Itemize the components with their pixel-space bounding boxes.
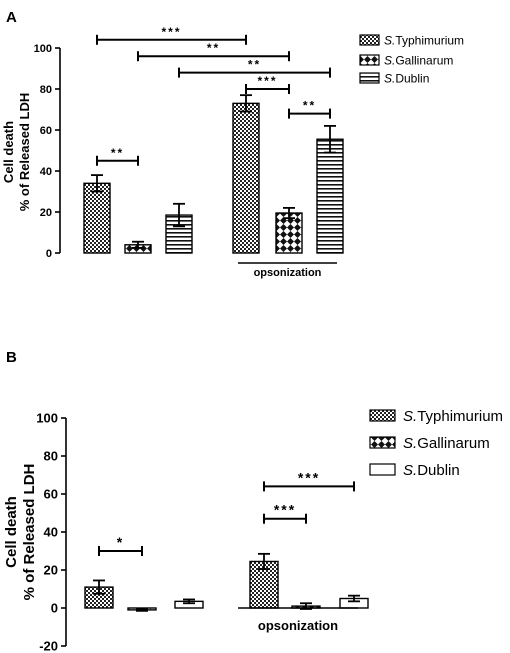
panel-b-legend-item-gallinarum: S.Gallinarum	[369, 435, 490, 452]
significance-stars: **	[207, 41, 220, 55]
significance-stars: **	[248, 58, 261, 72]
y-tick-label: 20	[44, 563, 58, 578]
significance-stars: *	[117, 534, 124, 550]
bar-typhimurium	[232, 102, 260, 254]
legend-label: S.Gallinarum	[403, 435, 490, 452]
panel-a-legend: S.Typhimurium S.Gallinarum S.Dublin	[359, 34, 464, 86]
panel-a-y-axis: 0 20 40 60 80 100	[34, 43, 61, 260]
y-tick-label: 100	[36, 411, 58, 426]
panel-a-legend-item-dublin: S.Dublin	[359, 72, 429, 86]
y-tick-label: 80	[44, 449, 58, 464]
legend-swatch	[369, 436, 396, 449]
significance-stars: ***	[161, 25, 181, 39]
legend-label: S.Dublin	[384, 72, 429, 86]
panel-b-legend-item-typhimurium: S.Typhimurium	[369, 408, 503, 425]
legend-swatch	[369, 409, 396, 422]
panel-b-y-axis: -20 0 20 40 60 80 100	[36, 411, 67, 653]
significance-stars: ***	[274, 502, 296, 518]
panel-a-bars	[83, 94, 344, 254]
panel-a: A Cell death % of Released LDH 0 20 40 60 80…	[1, 9, 464, 279]
legend-label: S.Typhimurium	[403, 408, 503, 425]
y-tick-label: 0	[46, 248, 52, 260]
significance-stars: **	[111, 146, 124, 160]
y-tick-label: 40	[40, 166, 52, 178]
panel-b-ylabel-line2: % of Released LDH	[21, 464, 38, 601]
y-tick-label: 40	[44, 525, 58, 540]
panel-b-group-label: opsonization	[258, 618, 338, 633]
y-tick-label: 60	[40, 125, 52, 137]
y-tick-label: 60	[44, 487, 58, 502]
panel-a-label: A	[6, 9, 17, 26]
legend-label: S.Typhimurium	[384, 34, 464, 48]
panel-a-significance: **************	[96, 25, 331, 166]
y-tick-label: 80	[40, 84, 52, 96]
y-tick-label: 20	[40, 207, 52, 219]
bar-dublin	[316, 138, 344, 254]
panel-b-bars	[84, 552, 369, 612]
legend-swatch	[359, 72, 380, 84]
significance-stars: **	[303, 99, 316, 113]
panel-a-legend-item-typhimurium: S.Typhimurium	[359, 34, 464, 48]
y-tick-label: 0	[51, 601, 58, 616]
legend-swatch	[369, 463, 396, 476]
panel-b-label: B	[6, 349, 17, 366]
panel-b-ylabel-line1: Cell death	[3, 496, 20, 568]
legend-swatch	[359, 54, 380, 66]
panel-a-legend-item-gallinarum: S.Gallinarum	[359, 54, 453, 68]
bar-typhimurium	[83, 182, 111, 254]
panel-b-significance: *******	[98, 469, 355, 556]
panel-a-ylabel-line2: % of Released LDH	[17, 93, 32, 211]
panel-b: B Cell death % of Released LDH -20 0 20 40 6…	[3, 349, 503, 653]
panel-b-legend: S.Typhimurium S.Gallinarum S.Dublin	[369, 408, 503, 479]
significance-stars: ***	[298, 469, 320, 485]
legend-label: S.Dublin	[403, 462, 460, 479]
panel-b-legend-item-dublin: S.Dublin	[369, 462, 460, 479]
panel-a-group-label: opsonization	[254, 267, 322, 279]
legend-label: S.Gallinarum	[384, 54, 453, 68]
legend-swatch	[359, 34, 380, 46]
panel-a-ylabel-line1: Cell death	[1, 121, 16, 183]
y-tick-label: -20	[39, 639, 58, 653]
panel-a-opsonization-bracket: opsonization	[238, 262, 337, 279]
panel-b-opsonization-bracket: opsonization	[238, 607, 358, 633]
significance-stars: ***	[257, 74, 277, 88]
y-tick-label: 100	[34, 43, 52, 55]
